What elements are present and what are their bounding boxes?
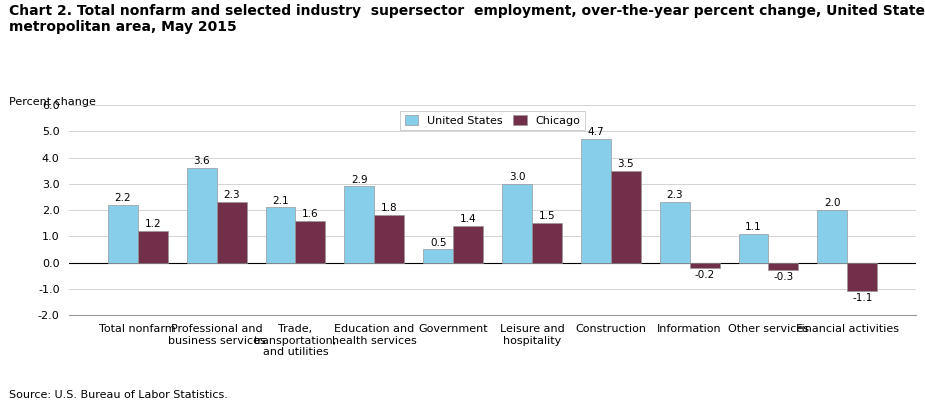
Text: 2.9: 2.9 <box>351 175 367 185</box>
Bar <box>295 221 326 263</box>
Bar <box>453 226 483 263</box>
Bar <box>769 263 798 271</box>
Text: 3.0: 3.0 <box>509 172 525 182</box>
Bar <box>108 205 138 263</box>
Text: 1.8: 1.8 <box>381 204 398 213</box>
Bar <box>502 184 532 263</box>
Text: 2.3: 2.3 <box>666 190 683 200</box>
Text: -0.3: -0.3 <box>773 272 794 282</box>
Bar <box>216 202 247 263</box>
Legend: United States, Chicago: United States, Chicago <box>401 111 585 130</box>
Bar <box>344 187 375 263</box>
Bar <box>818 210 847 263</box>
Text: 3.6: 3.6 <box>193 156 210 166</box>
Bar <box>610 171 641 263</box>
Text: -0.2: -0.2 <box>695 270 715 280</box>
Bar <box>738 234 769 263</box>
Text: 2.1: 2.1 <box>272 196 289 206</box>
Bar <box>660 202 690 263</box>
Text: 1.2: 1.2 <box>144 219 161 229</box>
Text: 2.0: 2.0 <box>824 198 841 208</box>
Text: 3.5: 3.5 <box>618 159 635 169</box>
Bar <box>847 263 877 292</box>
Bar <box>581 139 610 263</box>
Text: 1.1: 1.1 <box>746 222 762 232</box>
Bar <box>265 208 295 263</box>
Text: 1.4: 1.4 <box>460 214 476 224</box>
Text: 4.7: 4.7 <box>587 127 604 137</box>
Bar <box>187 168 216 263</box>
Text: -1.1: -1.1 <box>852 293 872 303</box>
Text: Chart 2. Total nonfarm and selected industry  supersector  employment, over-the-: Chart 2. Total nonfarm and selected indu… <box>9 4 925 34</box>
Bar <box>532 223 562 263</box>
Text: 2.3: 2.3 <box>223 190 240 200</box>
Text: 1.6: 1.6 <box>302 209 319 219</box>
Text: Source: U.S. Bureau of Labor Statistics.: Source: U.S. Bureau of Labor Statistics. <box>9 390 228 400</box>
Text: 1.5: 1.5 <box>538 211 555 221</box>
Bar <box>138 231 167 263</box>
Bar <box>690 263 720 268</box>
Text: 2.2: 2.2 <box>115 193 131 203</box>
Text: Percent change: Percent change <box>9 97 96 107</box>
Text: 0.5: 0.5 <box>430 238 447 248</box>
Bar <box>424 250 453 263</box>
Bar <box>375 215 404 263</box>
